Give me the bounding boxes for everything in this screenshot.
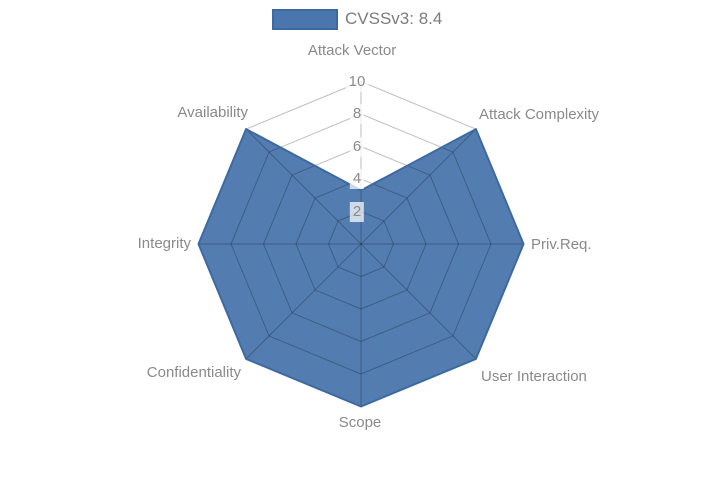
axis-label-availability: Availability bbox=[177, 104, 248, 121]
radial-tick-10: 10 bbox=[345, 71, 369, 92]
radial-tick-4: 4 bbox=[349, 169, 365, 189]
axis-label-user-interaction: User Interaction bbox=[481, 368, 587, 385]
axis-label-priv-req: Priv.Req. bbox=[531, 236, 592, 253]
radial-tick-6: 6 bbox=[349, 136, 365, 157]
axis-label-attack-complexity: Attack Complexity bbox=[479, 106, 600, 123]
radial-tick-2: 2 bbox=[349, 201, 365, 222]
radial-tick-8: 8 bbox=[349, 104, 365, 124]
legend-item[interactable]: CVSSv3: 8.4 bbox=[272, 8, 442, 30]
axis-label-attack-vector: Attack Vector bbox=[307, 42, 397, 59]
legend-swatch-icon bbox=[272, 8, 338, 30]
axis-label-scope: Scope bbox=[338, 414, 382, 431]
axis-label-confidentiality: Confidentiality bbox=[146, 364, 241, 381]
axis-label-integrity: Integrity bbox=[137, 235, 191, 252]
legend-label: CVSSv3: 8.4 bbox=[345, 9, 443, 28]
